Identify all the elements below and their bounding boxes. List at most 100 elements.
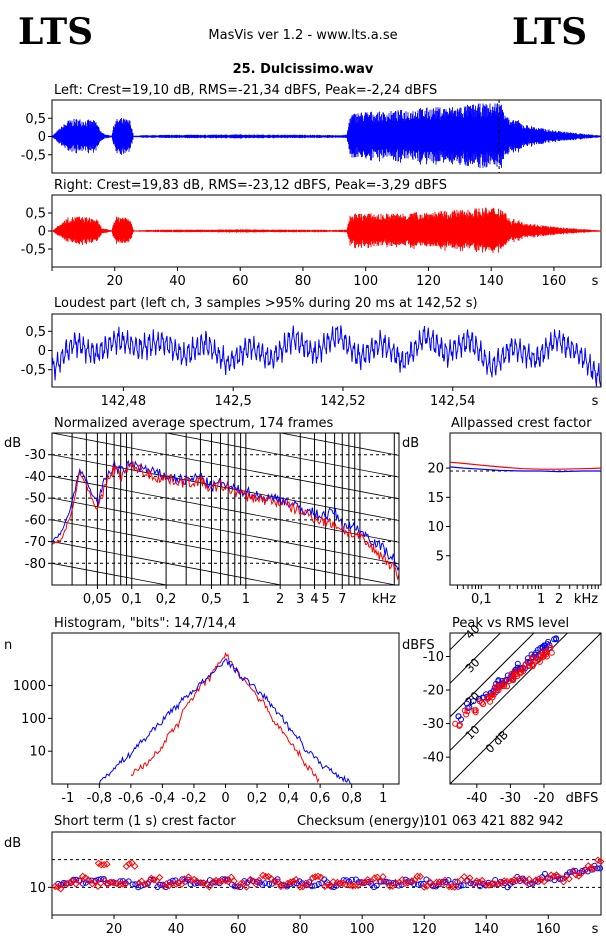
short-term-right-point xyxy=(540,877,548,886)
time-x-tick-label: 120 xyxy=(416,274,441,289)
histogram-panel: n 1000 100 10 -1 -0,8 -0,6 -0,4 -0,2 0 0,2 0,4 0,6 0,… xyxy=(4,632,400,806)
short-term-right-point xyxy=(596,857,605,866)
spectrum-y-tick-label: -60 xyxy=(25,513,46,528)
short-term-right-point xyxy=(56,885,65,893)
short-term-right-point xyxy=(106,878,115,887)
histogram-x-tick-label: 0,6 xyxy=(310,791,331,806)
short-term-right-point xyxy=(289,877,298,886)
short-term-left-point xyxy=(262,880,269,887)
short-term-right-point xyxy=(304,880,313,889)
spectrum-slope-line xyxy=(52,519,398,585)
short-term-right-point xyxy=(577,869,586,877)
short-term-x-tick-label: 100 xyxy=(350,922,375,937)
short-term-right-point xyxy=(532,876,540,884)
short-term-x-tick-label: 60 xyxy=(230,922,247,937)
spectrum-x-tick-label: 2 xyxy=(276,592,284,607)
short-term-right-point xyxy=(193,877,201,885)
short-term-right-point xyxy=(358,879,366,887)
short-term-left-point xyxy=(457,882,464,889)
loudest-y-tick-label: 0 xyxy=(38,344,46,359)
short-term-left-point xyxy=(340,877,347,884)
short-term-left-point xyxy=(60,879,67,886)
spectrum-x-tick-label: 7 xyxy=(338,592,346,607)
histogram-x-tick-label: 0,2 xyxy=(247,791,268,806)
allpassed-x-tick-label: 1 xyxy=(537,592,545,607)
short-term-right-point xyxy=(255,876,263,885)
loudest-part-panel: 0,5 0 -0,5 142,48 142,5 142,52 142,54 s xyxy=(21,313,602,409)
short-term-left-point xyxy=(588,866,595,873)
pvr-right-point xyxy=(526,662,533,669)
pvr-left-point xyxy=(514,660,521,667)
allpassed-y-tick-label: 5 xyxy=(436,549,444,564)
short-term-y-unit: dB xyxy=(4,836,21,851)
allpassed-y-tick-label: 15 xyxy=(427,491,444,506)
short-term-right-point xyxy=(135,879,143,887)
short-term-right-point xyxy=(271,878,280,886)
short-term-right-point xyxy=(441,876,449,885)
short-term-right-point xyxy=(286,878,295,886)
file-title: 25. Dulcissimo.wav xyxy=(233,62,374,77)
pvr-right-point xyxy=(518,666,525,673)
short-term-right-point xyxy=(478,876,486,885)
spectrum-plot-area xyxy=(52,433,399,585)
short-term-left-point xyxy=(390,880,397,886)
short-term-right-point xyxy=(277,882,285,891)
pvr-y-tick-label: -30 xyxy=(423,717,444,732)
short-term-right-point xyxy=(209,878,218,886)
time-x-tick-label: 140 xyxy=(479,274,504,289)
crest-diagonal xyxy=(450,633,601,784)
short-term-crest-panel: dB 10 20 40 60 80 100 120 140 160 s xyxy=(4,831,605,937)
short-term-left-point xyxy=(579,868,586,874)
pvr-left-point xyxy=(495,677,502,684)
short-term-right-point xyxy=(121,880,130,888)
short-term-right-point xyxy=(187,877,196,885)
short-term-right-point xyxy=(72,880,80,888)
spectrum-x-tick-label: 3 xyxy=(296,592,304,607)
short-term-left-point xyxy=(212,879,219,886)
pvr-right-point xyxy=(509,676,516,683)
spectrum-slope-line xyxy=(52,476,399,543)
short-term-right-point xyxy=(217,877,226,886)
short-term-right-point xyxy=(88,879,97,888)
short-term-right-point xyxy=(450,883,459,891)
spectrum-slope-line xyxy=(52,433,399,500)
histogram-x-tick-label: -0,6 xyxy=(118,791,143,806)
pvr-right-point xyxy=(530,661,537,668)
short-term-left-point xyxy=(445,877,452,884)
short-term-right-point xyxy=(267,874,276,883)
short-term-left-point xyxy=(129,881,136,888)
pvr-x-tick-label: -30 xyxy=(500,791,521,806)
short-term-right-point xyxy=(172,880,180,888)
short-term-right-point xyxy=(445,882,453,891)
short-term-left-point xyxy=(373,882,380,889)
short-term-right-point xyxy=(416,872,424,881)
short-term-left-point xyxy=(492,877,499,883)
short-term-right-point xyxy=(336,879,344,888)
waveform-trace xyxy=(51,207,602,254)
short-term-right-point xyxy=(321,882,329,891)
allpassed-x-tick-label: 2 xyxy=(555,592,563,607)
short-term-right-point xyxy=(261,872,270,881)
checksum-label: Checksum (energy): xyxy=(297,814,429,829)
short-term-right-point xyxy=(423,882,431,890)
short-term-right-point xyxy=(155,873,164,882)
histogram-y-unit: n xyxy=(4,638,12,653)
short-term-x-tick-label: 80 xyxy=(292,922,309,937)
crest-diagonal xyxy=(450,633,535,718)
pvr-x-tick-label: -20 xyxy=(533,791,554,806)
pvr-right-point xyxy=(522,661,529,668)
spectrum-right-trace xyxy=(52,461,399,581)
spectrum-y-tick-label: -70 xyxy=(25,535,46,550)
histogram-right-trace xyxy=(130,651,320,784)
histogram-title: Histogram, "bits": 14,7/14,4 xyxy=(54,616,236,631)
histogram-x-tick-label: 0 xyxy=(221,791,229,806)
short-term-right-point xyxy=(103,860,111,868)
allpassed-x-tick-label: 0,1 xyxy=(471,592,492,607)
app-title: MasVis ver 1.2 - www.lts.a.se xyxy=(208,28,397,43)
histogram-x-tick-label: -0,8 xyxy=(87,791,112,806)
loudest-y-tick-label: -0,5 xyxy=(21,363,46,378)
short-term-right-point xyxy=(317,873,325,882)
short-term-right-point xyxy=(125,860,133,868)
short-term-left-point xyxy=(597,865,604,872)
